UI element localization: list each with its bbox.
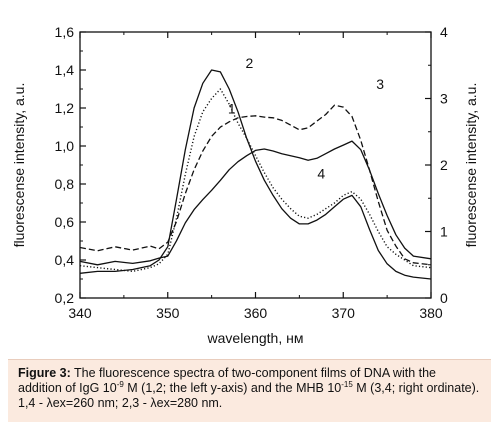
spectra-chart: 340 350 360 370 380 0,2 0,4 0,6 0,8 1,0 1,2 1,4 1,6 0… xyxy=(11,24,479,346)
curve-label-1: 1 xyxy=(228,101,236,117)
series-line-2 xyxy=(79,69,432,280)
right-y-tick-label: 3 xyxy=(440,91,448,107)
left-y-tick-label: 0,6 xyxy=(55,214,75,230)
plot-frame xyxy=(79,31,432,299)
left-y-tick-label: 1,2 xyxy=(55,100,75,116)
caption-exponent-1: -9 xyxy=(116,380,124,389)
caption-label: Figure 3: xyxy=(18,366,71,380)
left-y-tick-label: 0,8 xyxy=(55,176,75,192)
series-line-4 xyxy=(79,140,432,266)
left-y-tick-label: 1,0 xyxy=(55,138,75,154)
left-y-tick-label: 1,4 xyxy=(55,62,75,78)
left-y-axis-title: fluorescense intensity, a.u. xyxy=(11,83,27,248)
caption-text-part-1: The fluorescence spectra of two-componen… xyxy=(18,366,437,395)
right-y-tick-label: 2 xyxy=(440,157,448,173)
x-tick-label: 350 xyxy=(156,305,180,321)
curve-label-3: 3 xyxy=(376,76,384,92)
left-y-tick-label: 0,2 xyxy=(55,290,75,306)
left-y-tick-label: 1,6 xyxy=(55,24,75,40)
x-axis-title: wavelength, нм xyxy=(207,330,304,346)
figure: 340 350 360 370 380 0,2 0,4 0,6 0,8 1,0 1,2 1,4 1,6 0… xyxy=(11,24,479,346)
right-y-tick-label: 1 xyxy=(440,224,448,240)
caption-exponent-2: -15 xyxy=(341,380,353,389)
x-tick-label: 340 xyxy=(68,305,92,321)
series-line-3 xyxy=(79,104,432,266)
x-tick-label: 380 xyxy=(419,305,443,321)
x-tick-label: 370 xyxy=(332,305,356,321)
caption-text-part-2: M (1,2; the left y-axis) and the MHB 10 xyxy=(123,381,342,395)
right-y-axis-title: fluorescense intensity, a.u. xyxy=(463,83,479,248)
right-y-tick-label: 0 xyxy=(440,290,448,306)
figure-caption: Figure 3: The fluorescence spectra of tw… xyxy=(8,359,491,422)
curve-label-4: 4 xyxy=(317,165,325,181)
curve-label-2: 2 xyxy=(245,55,253,71)
caption-text-part-3: M (3,4; right ordinate). 1,4 - λex=260 n… xyxy=(18,381,480,410)
x-tick-label: 360 xyxy=(244,305,268,321)
right-y-tick-label: 4 xyxy=(440,24,448,40)
left-y-tick-label: 0,4 xyxy=(55,252,75,268)
